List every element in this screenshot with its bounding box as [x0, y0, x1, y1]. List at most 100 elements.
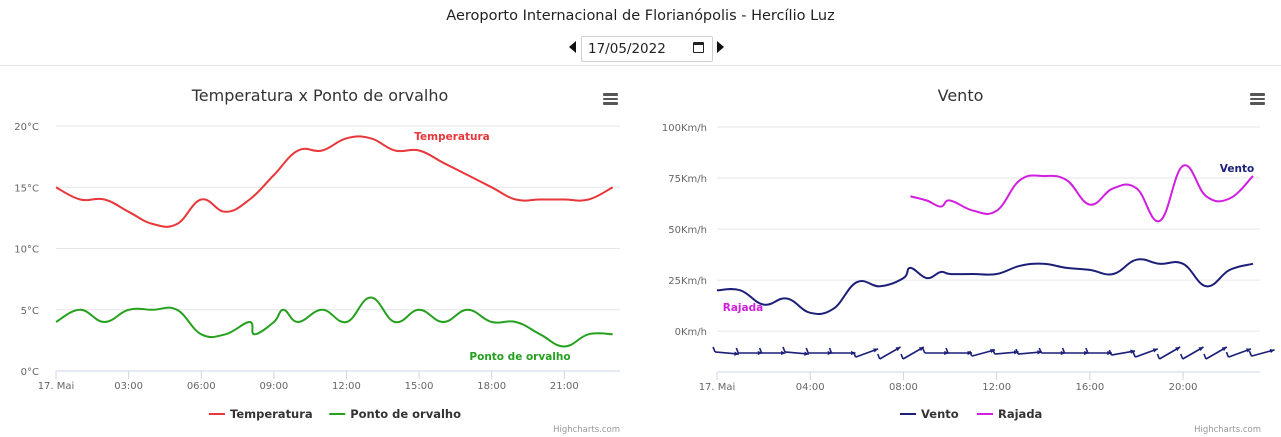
legend-item[interactable]: Temperatura [230, 407, 313, 421]
wind-barb-icon [1015, 348, 1042, 355]
hamburger-menu-icon[interactable] [603, 93, 618, 105]
page-header: Aeroporto Internacional de Florianópolis… [0, 0, 1281, 66]
hamburger-menu-icon[interactable] [1250, 93, 1265, 105]
barb-flag [805, 347, 809, 354]
x-tick-label: 17. Mai [38, 381, 75, 392]
x-tick-label: 08:00 [889, 382, 918, 393]
barb-flag [758, 347, 763, 354]
station-title: Aeroporto Internacional de Florianópolis… [446, 8, 835, 24]
wind-barb-icon [1108, 349, 1136, 356]
x-tick-label: 21:00 [550, 381, 579, 392]
wind-barb-icon [1132, 348, 1159, 358]
barb-arrowhead [757, 350, 763, 356]
x-tick-label: 18:00 [477, 381, 506, 392]
wind-barb-icon [712, 346, 740, 356]
wind-barb-icon [1061, 347, 1089, 356]
barb-flag [735, 347, 740, 354]
barb-arrowhead [1107, 350, 1112, 356]
barb-arrowhead [944, 350, 949, 356]
wind-barb-icon [900, 346, 925, 360]
barb-flag [1179, 353, 1184, 360]
barb-flag [1108, 349, 1113, 356]
chart-title: Temperatura x Ponto de orvalho [191, 86, 449, 105]
legend-item[interactable]: Vento [921, 407, 959, 421]
barb-flag [945, 347, 949, 354]
highcharts-credits[interactable]: Highcharts.com [553, 425, 620, 435]
y-tick-label: 50Km/h [668, 225, 707, 236]
barb-flag [900, 353, 904, 360]
barb-arrowhead [1221, 347, 1227, 352]
wind-barb-icon [852, 348, 879, 358]
highcharts-credits[interactable]: Highcharts.com [1194, 425, 1261, 435]
date-input[interactable]: 17/05/2022 [581, 36, 713, 62]
barb-flag [1156, 353, 1161, 360]
series-line-ponto-de-orvalho [55, 296, 613, 348]
wind-barb-icon [969, 348, 996, 357]
barb-flag [828, 347, 833, 354]
y-tick-label: 5°C [21, 306, 39, 317]
barb-flag [1038, 347, 1043, 354]
barb-flag [876, 353, 881, 360]
barb-flag [1203, 353, 1207, 360]
barb-arrowhead [1130, 349, 1135, 354]
barb-flag [1015, 348, 1019, 355]
barb-flag [991, 348, 996, 355]
wind-barb-icon [1225, 348, 1252, 358]
barb-flag [1248, 350, 1253, 357]
barb-arrowhead [1269, 348, 1275, 354]
barb-arrowhead [1084, 350, 1089, 356]
wind-barb-icon [1156, 346, 1181, 360]
x-tick-label: 09:00 [259, 381, 288, 392]
barb-flag [969, 350, 973, 357]
barb-arrowhead [1198, 347, 1204, 352]
barb-arrowhead [1013, 350, 1019, 355]
series-line-vento [716, 258, 1254, 315]
barb-flag [712, 346, 716, 353]
x-tick-label: 03:00 [114, 381, 143, 392]
temperature-chart: Temperatura x Ponto de orvalho 0°C 5°C 10°… [0, 66, 640, 437]
legend-item[interactable]: Ponto de orvalho [350, 407, 461, 421]
wind-barb-icon [1038, 347, 1066, 356]
x-tick-label: 20:00 [1169, 382, 1198, 393]
barb-flag [1132, 351, 1136, 358]
wind-barb-icon [921, 347, 949, 356]
y-tick-label: 0°C [21, 367, 39, 378]
barb-arrowhead [734, 351, 739, 356]
wind-barb-icon [1085, 347, 1112, 356]
x-tick-label: 12:00 [332, 381, 361, 392]
legend-item[interactable]: Rajada [998, 407, 1042, 421]
series-label: Ponto de orvalho [469, 351, 570, 363]
y-tick-label: 20°C [14, 122, 39, 133]
chevron-left-icon[interactable] [569, 41, 576, 53]
wind-barb-icon [805, 347, 833, 356]
barb-arrowhead [1175, 347, 1181, 352]
barb-flag [852, 351, 857, 358]
x-tick-label: 16:00 [1075, 382, 1104, 393]
series-label: Rajada [723, 302, 763, 314]
wind-barb-icon [876, 346, 901, 360]
barb-arrowhead [1246, 348, 1251, 353]
barb-arrowhead [1152, 348, 1158, 353]
y-tick-label: 0Km/h [675, 327, 707, 338]
barb-flag [782, 346, 786, 353]
wind-chart: Vento 0Km/h 25Km/h 50Km/h 75Km/h 100Km/h 17. … [640, 66, 1281, 437]
chevron-right-icon[interactable] [717, 41, 724, 53]
wind-barb-icon [782, 346, 809, 356]
wind-barb-icon [1179, 346, 1204, 360]
x-tick-label: 15:00 [405, 381, 434, 392]
y-tick-label: 15°C [14, 183, 39, 194]
barb-arrowhead [895, 347, 901, 352]
series-label: Vento [1220, 163, 1254, 175]
date-value: 17/05/2022 [588, 41, 666, 57]
wind-barb-icon [1203, 346, 1228, 360]
barb-arrowhead [873, 348, 879, 353]
barb-arrowhead [1037, 350, 1042, 355]
y-tick-label: 100Km/h [662, 123, 707, 134]
wind-barb-icon [758, 347, 786, 356]
calendar-icon[interactable] [693, 42, 704, 53]
y-tick-label: 75Km/h [668, 174, 707, 185]
y-tick-label: 10°C [14, 245, 39, 256]
barb-flag [1061, 347, 1066, 354]
wind-chart-plot: 0Km/h 25Km/h 50Km/h 75Km/h 100Km/h 17. Mai 04:… [662, 123, 1275, 421]
barb-flag [1225, 351, 1230, 358]
